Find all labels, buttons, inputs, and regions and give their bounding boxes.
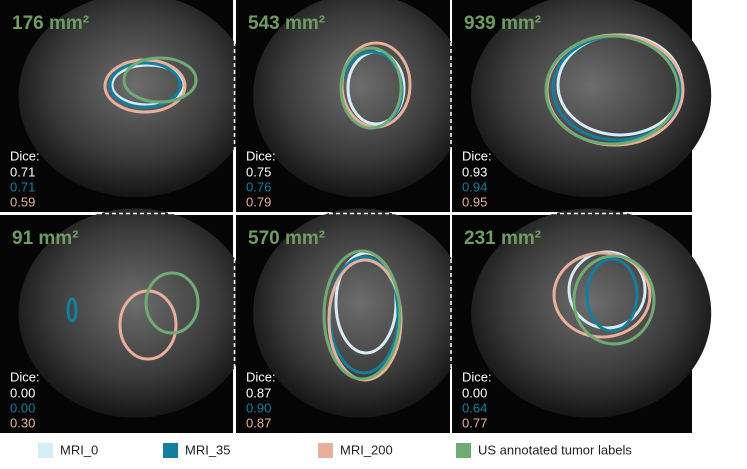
dice-value: 0.77 <box>462 415 487 430</box>
dice-value: 0.64 <box>462 400 487 415</box>
ultrasound-texture <box>471 0 712 198</box>
contour <box>585 257 639 333</box>
dice-value: 0.00 <box>10 400 35 415</box>
dice-value: 0.30 <box>10 415 35 430</box>
area-label: 176 mm² <box>12 13 89 34</box>
contour <box>144 271 200 335</box>
dice-value: 0.76 <box>246 179 271 194</box>
contour <box>544 34 680 146</box>
legend-label: US annotated tumor labels <box>478 442 632 457</box>
dice-label: Dice: <box>10 148 40 163</box>
legend-swatch <box>38 443 53 458</box>
dice-label: Dice: <box>462 369 492 384</box>
ultrasound-texture <box>253 208 468 418</box>
dice-value: 0.00 <box>462 385 487 400</box>
contour <box>66 297 78 323</box>
legend-label: MRI_200 <box>340 442 393 457</box>
panel: 543 mm² Dice:0.750.760.79 <box>236 0 468 212</box>
ultrasound-texture <box>253 0 468 198</box>
legend: MRI_0 MRI_35 MRI_200 US annotated tumor lab… <box>38 442 632 458</box>
dice-label: Dice: <box>246 148 276 163</box>
legend-label: MRI_35 <box>185 442 231 457</box>
area-label: 91 mm² <box>12 228 79 249</box>
dice-value: 0.93 <box>462 164 487 179</box>
contour <box>108 61 182 109</box>
contour <box>322 249 402 381</box>
contour <box>339 46 403 130</box>
area-label: 570 mm² <box>248 228 325 249</box>
contour <box>122 56 198 104</box>
dice-value: 0.95 <box>462 194 487 209</box>
legend-label: MRI_0 <box>60 442 98 457</box>
dice-value: 0.71 <box>10 164 35 179</box>
legend-swatch <box>456 443 471 458</box>
panel: 939 mm² Dice:0.930.940.95 <box>452 0 712 212</box>
dice-value: 0.90 <box>246 400 271 415</box>
contour <box>572 254 656 346</box>
contour <box>552 251 652 339</box>
dice-value: 0.71 <box>10 179 35 194</box>
area-label: 543 mm² <box>248 13 325 34</box>
dice-value: 0.00 <box>10 385 35 400</box>
area-label: 231 mm² <box>464 228 541 249</box>
dice-value: 0.87 <box>246 415 271 430</box>
dice-value: 0.75 <box>246 164 271 179</box>
dice-value: 0.94 <box>462 179 487 194</box>
legend-swatch <box>318 443 333 458</box>
panel: 231 mm² Dice:0.000.640.77 <box>452 208 712 433</box>
legend-swatch <box>163 443 178 458</box>
area-label: 939 mm² <box>464 13 541 34</box>
dice-value: 0.59 <box>10 194 35 209</box>
ultrasound-texture <box>18 0 252 198</box>
dice-label: Dice: <box>462 148 492 163</box>
dice-label: Dice: <box>10 369 40 384</box>
ultrasound-texture <box>18 208 252 418</box>
dice-value: 0.87 <box>246 385 271 400</box>
dice-label: Dice: <box>246 369 276 384</box>
dice-value: 0.79 <box>246 194 271 209</box>
